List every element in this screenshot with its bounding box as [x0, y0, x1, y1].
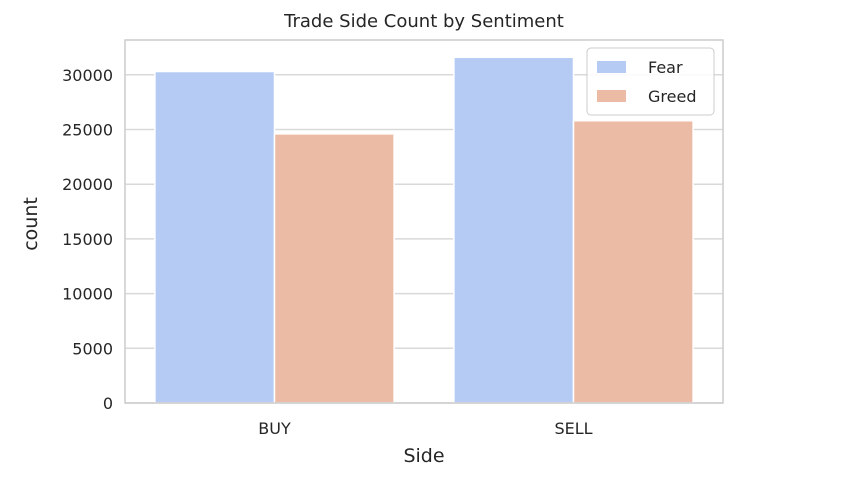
bar-greed-sell — [572, 119, 694, 404]
legend-swatch — [597, 61, 626, 73]
legend-swatch — [597, 90, 626, 102]
x-axis-label: Side — [403, 445, 444, 467]
y-tick-label: 15000 — [62, 230, 113, 249]
legend-label: Fear — [648, 58, 683, 77]
x-tick-label: BUY — [258, 419, 291, 438]
legend-label: Greed — [648, 87, 696, 106]
y-tick-labels: 0 5000 10000 15000 20000 25000 30000 — [62, 66, 113, 413]
y-tick-label: 5000 — [72, 339, 113, 358]
y-tick-label: 25000 — [62, 120, 113, 139]
y-tick-label: 10000 — [62, 285, 113, 304]
x-tick-label: SELL — [554, 419, 592, 438]
chart-title: Trade Side Count by Sentiment — [283, 11, 564, 32]
bars — [154, 56, 694, 404]
x-tick-labels: BUY SELL — [258, 419, 592, 438]
y-tick-label: 20000 — [62, 175, 113, 194]
legend: Fear Greed — [586, 47, 715, 116]
bar-fear-buy — [154, 70, 276, 404]
y-tick-label: 30000 — [62, 66, 113, 85]
bar-fear-sell — [453, 56, 575, 404]
y-tick-label: 0 — [103, 394, 113, 413]
bar-greed-buy — [273, 133, 395, 404]
plot-frame — [124, 39, 724, 404]
y-axis-label: count — [20, 197, 42, 251]
